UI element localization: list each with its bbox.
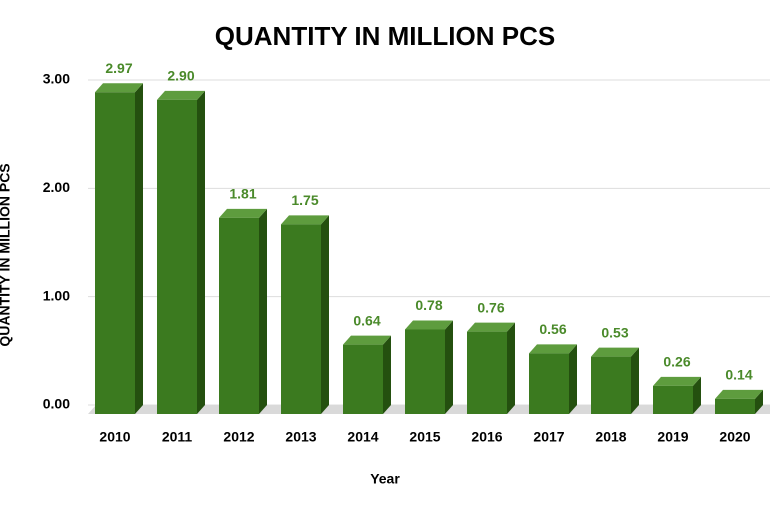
bar-top: [715, 389, 763, 399]
x-tick-label: 2020: [719, 429, 750, 445]
bar-front: [281, 224, 321, 414]
y-tick-label: 3.00: [43, 71, 70, 87]
x-tick-label: 2015: [409, 429, 440, 445]
bar-front: [405, 329, 445, 414]
y-axis-title: QUANTITY IN MILLION PCS: [0, 163, 13, 346]
bar-side: [135, 83, 143, 414]
bar: [591, 347, 639, 414]
bar: [281, 215, 329, 414]
bar: [405, 320, 453, 414]
x-tick-label: 2017: [533, 429, 564, 445]
data-label: 0.26: [663, 354, 690, 370]
bar-top: [157, 90, 205, 100]
bar-side: [755, 389, 763, 414]
data-label: 1.81: [229, 186, 256, 202]
data-label: 0.56: [539, 321, 566, 337]
bar-front: [467, 331, 507, 414]
bar-front: [157, 99, 197, 414]
bar: [157, 90, 205, 414]
bar-side: [693, 376, 701, 414]
chart-title: QUANTITY IN MILLION PCS: [215, 21, 555, 51]
bar-side: [631, 347, 639, 414]
y-tick-label: 2.00: [43, 179, 70, 195]
bar: [715, 389, 763, 414]
bar-front: [715, 398, 755, 414]
x-tick-label: 2013: [285, 429, 316, 445]
bar-front: [219, 217, 259, 414]
x-tick-label: 2011: [162, 429, 193, 445]
bar-top: [591, 347, 639, 357]
data-label: 1.75: [291, 192, 318, 208]
bar-side: [507, 322, 515, 414]
x-tick-label: 2018: [595, 429, 626, 445]
x-axis-title: Year: [370, 471, 400, 487]
bar-top: [405, 320, 453, 330]
bar-front: [591, 356, 631, 414]
data-label: 0.53: [601, 324, 628, 340]
bar: [467, 322, 515, 414]
bar: [219, 208, 267, 414]
data-label: 0.78: [415, 297, 442, 313]
bar-front: [95, 92, 135, 414]
bar: [343, 335, 391, 414]
bar: [653, 376, 701, 414]
data-label: 0.14: [725, 367, 752, 383]
y-tick-label: 1.00: [43, 287, 70, 303]
data-label: 0.64: [353, 312, 380, 328]
y-tick-label: 0.00: [43, 396, 70, 412]
x-tick-label: 2010: [99, 429, 130, 445]
bar-top: [219, 208, 267, 218]
bar: [529, 344, 577, 414]
x-tick-label: 2012: [223, 429, 254, 445]
bar-top: [467, 322, 515, 332]
data-label: 2.90: [167, 68, 194, 84]
bar-front: [529, 353, 569, 414]
bar-side: [197, 90, 205, 414]
bar-side: [445, 320, 453, 414]
x-tick-label: 2014: [347, 429, 378, 445]
bar-side: [321, 215, 329, 414]
x-tick-label: 2019: [657, 429, 688, 445]
bar-top: [653, 376, 701, 386]
bar-front: [653, 385, 693, 414]
bar-side: [383, 335, 391, 414]
bar: [95, 83, 143, 414]
x-tick-label: 2016: [471, 429, 502, 445]
bar-top: [343, 335, 391, 345]
bar-side: [259, 208, 267, 414]
data-label: 0.76: [477, 299, 504, 315]
bar-top: [529, 344, 577, 354]
bar-top: [281, 215, 329, 225]
data-label: 2.97: [105, 60, 132, 76]
bar-side: [569, 344, 577, 414]
bar-front: [343, 344, 383, 414]
bar-top: [95, 83, 143, 93]
